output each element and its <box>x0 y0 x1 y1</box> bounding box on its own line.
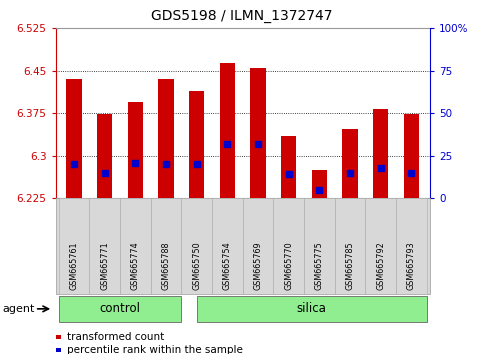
Text: agent: agent <box>2 304 35 314</box>
Text: GSM665788: GSM665788 <box>161 242 170 290</box>
Text: transformed count: transformed count <box>67 332 164 342</box>
Text: GSM665785: GSM665785 <box>346 242 355 290</box>
Text: silica: silica <box>297 302 327 315</box>
Text: GSM665761: GSM665761 <box>70 242 78 290</box>
Text: GDS5198 / ILMN_1372747: GDS5198 / ILMN_1372747 <box>151 9 332 23</box>
Bar <box>128 102 143 198</box>
Text: GSM665750: GSM665750 <box>192 242 201 290</box>
Text: GSM665769: GSM665769 <box>254 242 263 290</box>
Bar <box>312 170 327 198</box>
Bar <box>281 136 297 198</box>
Text: GSM665775: GSM665775 <box>315 241 324 290</box>
Bar <box>404 114 419 198</box>
Bar <box>189 91 204 198</box>
Text: GSM665754: GSM665754 <box>223 242 232 290</box>
Text: percentile rank within the sample: percentile rank within the sample <box>67 345 243 354</box>
Text: GSM665770: GSM665770 <box>284 242 293 290</box>
Bar <box>66 79 82 198</box>
Bar <box>220 63 235 198</box>
Bar <box>97 114 113 198</box>
Text: GSM665792: GSM665792 <box>376 241 385 290</box>
Text: control: control <box>99 302 141 315</box>
Bar <box>342 129 358 198</box>
Text: GSM665771: GSM665771 <box>100 242 109 290</box>
Text: GSM665774: GSM665774 <box>131 242 140 290</box>
Bar <box>373 109 388 198</box>
Text: GSM665793: GSM665793 <box>407 242 416 290</box>
Bar <box>158 79 174 198</box>
Bar <box>250 68 266 198</box>
